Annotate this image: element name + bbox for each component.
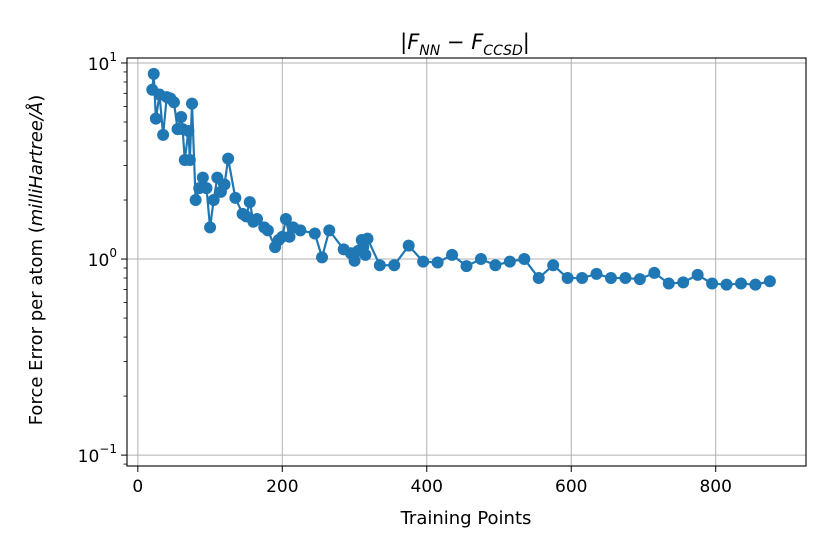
data-point	[348, 254, 361, 267]
x-tick-label: 600	[555, 477, 587, 497]
data-point	[388, 259, 401, 272]
data-point	[261, 224, 274, 237]
data-point	[361, 232, 374, 245]
data-point	[518, 253, 531, 266]
data-point	[229, 191, 242, 204]
data-point	[183, 153, 196, 166]
title-f-nn: F	[407, 30, 420, 54]
data-point	[157, 128, 170, 141]
data-point	[633, 273, 646, 286]
title-sub-nn: NN	[419, 43, 440, 59]
data-point	[294, 224, 307, 237]
data-point	[359, 248, 372, 261]
x-tick-label: 200	[266, 477, 298, 497]
data-point	[147, 67, 160, 80]
data-point	[532, 272, 545, 285]
data-point	[196, 171, 209, 184]
y-axis-ticks: 10−1 100 101	[78, 50, 127, 467]
data-point	[417, 255, 430, 268]
plot-series	[146, 67, 776, 291]
data-point	[446, 248, 459, 261]
x-axis-ticks: 0 200 400 600 800	[132, 466, 732, 497]
data-point	[373, 259, 386, 272]
data-point	[283, 230, 296, 243]
data-point	[251, 213, 264, 226]
data-point	[561, 272, 574, 285]
x-tick-label: 0	[132, 477, 143, 497]
y-axis-title: Force Error per atom (milliHartree/Å)	[25, 95, 47, 426]
data-point	[207, 194, 220, 207]
x-tick-label: 400	[411, 477, 443, 497]
data-point	[763, 275, 776, 288]
data-point	[186, 97, 199, 110]
grid-lines	[127, 58, 806, 466]
data-point	[706, 277, 719, 290]
data-point	[460, 260, 473, 273]
data-point	[604, 272, 617, 285]
data-point	[619, 272, 632, 285]
x-axis-title: Training Points	[400, 508, 532, 529]
data-point	[590, 267, 603, 280]
data-point	[189, 194, 202, 207]
data-point	[576, 272, 589, 285]
data-point	[200, 182, 213, 195]
data-point	[474, 253, 487, 266]
data-point	[316, 251, 329, 264]
data-point	[648, 266, 661, 279]
y-tick-label: 100	[88, 246, 117, 271]
data-point	[691, 268, 704, 281]
data-point	[677, 276, 690, 289]
data-point	[547, 259, 560, 272]
data-point	[734, 277, 747, 290]
x-tick-label: 800	[699, 477, 731, 497]
data-point	[503, 255, 516, 268]
data-point	[204, 221, 217, 234]
data-point	[662, 277, 675, 290]
data-point	[182, 124, 195, 137]
title-f-ccsd: F	[471, 30, 484, 54]
data-point	[431, 256, 444, 269]
data-point	[749, 278, 762, 291]
data-point	[175, 111, 188, 124]
data-point	[218, 178, 231, 191]
data-point	[222, 152, 235, 165]
title-minus: −	[440, 30, 471, 54]
data-point	[167, 96, 180, 109]
data-point	[323, 224, 336, 237]
data-point	[720, 278, 733, 291]
data-point	[402, 239, 415, 252]
axes-frame	[126, 57, 807, 467]
data-point	[279, 213, 292, 226]
data-point	[243, 196, 256, 209]
y-tick-label: 101	[88, 50, 117, 75]
title-sub-ccsd: CCSD	[483, 43, 523, 59]
data-point	[149, 112, 162, 125]
data-point	[308, 227, 321, 240]
data-point	[489, 259, 502, 272]
y-tick-label: 10−1	[78, 442, 117, 467]
